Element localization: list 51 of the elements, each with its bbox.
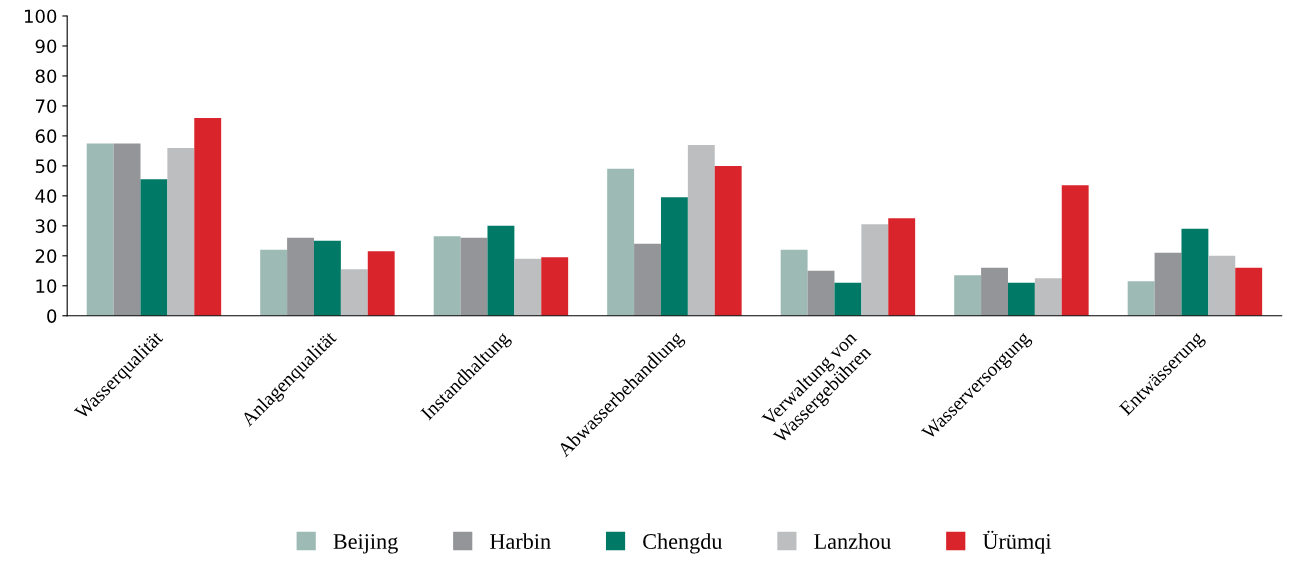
- bar: [487, 225, 515, 316]
- bar: [541, 257, 569, 316]
- bar: [714, 165, 742, 316]
- y-tick-label: 30: [35, 219, 57, 233]
- y-tick-label: 70: [35, 99, 57, 114]
- y-tick-label: 100: [24, 9, 57, 24]
- bar: [780, 249, 808, 316]
- bar: [460, 237, 488, 316]
- bar: [1034, 278, 1062, 316]
- bar: [313, 240, 341, 316]
- bar: [634, 243, 661, 316]
- bar: [433, 236, 461, 316]
- legend-label: Chengdu: [643, 533, 723, 554]
- bar: [1235, 267, 1263, 316]
- bar: [687, 144, 715, 316]
- bar: [260, 249, 288, 316]
- bar: [1061, 185, 1089, 316]
- bar: [1127, 281, 1155, 316]
- bar: [367, 251, 395, 316]
- y-tick-label: 10: [36, 279, 57, 293]
- y-tick-label: 0: [47, 309, 57, 323]
- bar: [1007, 282, 1035, 316]
- legend-label: Beijing: [333, 534, 398, 554]
- bar: [888, 218, 916, 316]
- y-tick-label: 60: [35, 129, 57, 144]
- bar: [140, 179, 168, 316]
- bar: [113, 143, 141, 316]
- legend-label: Ürümqi: [982, 530, 1052, 554]
- bar: [340, 269, 368, 316]
- y-tick-label: 20: [35, 249, 57, 263]
- y-tick-label: 40: [35, 189, 57, 203]
- bar: [834, 282, 862, 316]
- bar: [1181, 228, 1209, 316]
- legend-label: Harbin: [490, 533, 551, 549]
- y-tick-label: 80: [35, 69, 57, 84]
- bar: [86, 143, 114, 316]
- bar: [194, 117, 222, 316]
- bar: [1154, 252, 1182, 316]
- bar: [954, 275, 982, 316]
- bar: [1208, 255, 1236, 316]
- legend-label: Lanzhou: [814, 533, 891, 549]
- bar: [167, 147, 195, 316]
- bar: [861, 224, 889, 316]
- bar: [287, 237, 314, 316]
- bar: [807, 270, 835, 316]
- bar: [607, 168, 635, 316]
- y-tick-label: 50: [35, 159, 57, 173]
- bar: [660, 197, 688, 316]
- bar: [981, 267, 1008, 316]
- y-tick-label: 90: [35, 39, 57, 54]
- bar: [514, 258, 542, 316]
